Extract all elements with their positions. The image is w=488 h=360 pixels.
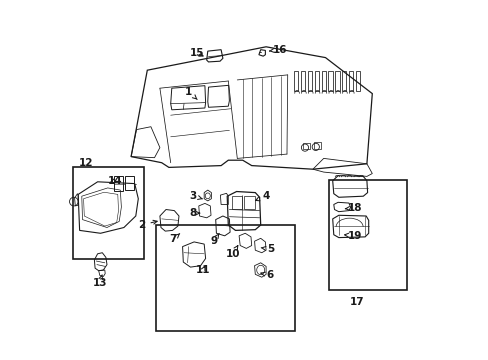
Text: 13: 13 <box>92 275 107 288</box>
Bar <box>355 71 359 91</box>
Bar <box>294 71 298 91</box>
Bar <box>301 71 305 91</box>
Bar <box>124 176 133 190</box>
Bar <box>302 143 309 149</box>
Text: 8: 8 <box>189 208 199 218</box>
Text: 2: 2 <box>138 220 157 230</box>
Bar <box>321 71 325 91</box>
Text: 16: 16 <box>269 45 286 55</box>
Bar <box>156 225 294 331</box>
Text: 7: 7 <box>169 234 180 244</box>
Text: 10: 10 <box>225 246 240 259</box>
Text: 3: 3 <box>189 191 202 201</box>
Bar <box>328 180 406 290</box>
Bar <box>342 71 346 91</box>
Bar <box>335 71 339 91</box>
Text: 9: 9 <box>210 233 219 246</box>
Bar <box>73 167 143 259</box>
Bar <box>313 142 320 149</box>
Text: 12: 12 <box>79 158 93 168</box>
Text: 14: 14 <box>107 176 122 186</box>
Text: 5: 5 <box>261 244 273 254</box>
Text: 1: 1 <box>184 87 197 99</box>
Bar <box>307 71 311 91</box>
Bar <box>244 196 254 209</box>
Text: 18: 18 <box>345 203 362 213</box>
Text: 6: 6 <box>261 270 273 280</box>
Text: 17: 17 <box>349 297 364 307</box>
Bar <box>328 71 332 91</box>
Text: 19: 19 <box>344 231 362 241</box>
Bar <box>314 71 318 91</box>
Bar <box>231 196 242 209</box>
Text: 15: 15 <box>189 48 204 58</box>
Text: 4: 4 <box>255 191 269 201</box>
Text: 11: 11 <box>196 265 210 275</box>
Bar <box>114 176 123 191</box>
Bar <box>348 71 352 91</box>
